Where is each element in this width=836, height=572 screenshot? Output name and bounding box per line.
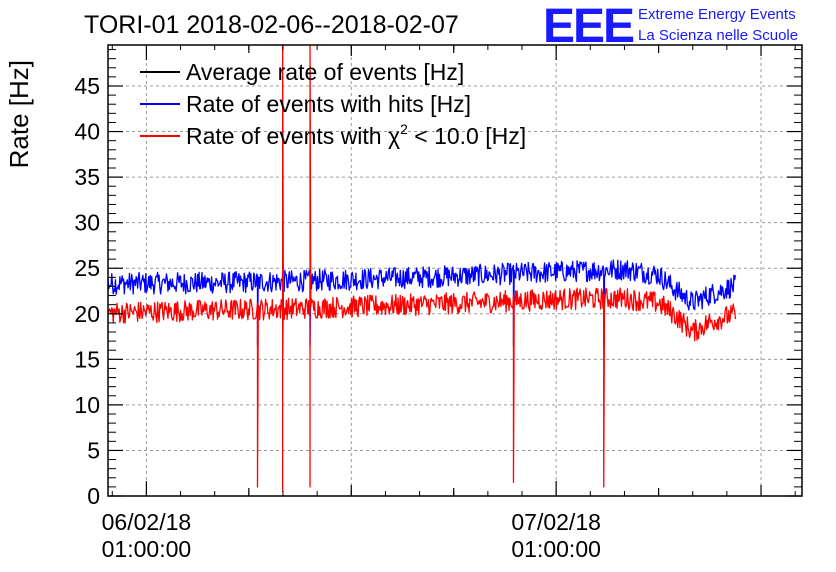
legend-chi2-symbol: χ [388, 123, 400, 149]
legend-label-average: Average rate of events [Hz] [186, 59, 464, 85]
y-tick-label: 25 [74, 255, 100, 281]
y-tick-label: 30 [74, 210, 100, 236]
legend-chi2-sup: 2 [400, 121, 408, 137]
legend-chi2-suffix: < 10.0 [Hz] [408, 123, 526, 149]
series-line-hits [108, 259, 737, 358]
y-tick-label: 15 [74, 346, 100, 372]
x-tick-label-date: 07/02/18 [511, 509, 601, 535]
axes: 05101520253035404506/02/1801:00:0007/02/… [74, 45, 802, 562]
eee-logo: EEE [543, 0, 634, 53]
series-group [108, 45, 737, 493]
y-tick-label: 0 [87, 483, 100, 509]
series-layer [108, 45, 737, 493]
y-axis-label: Rate [Hz] [4, 60, 34, 168]
y-tick-label: 5 [87, 437, 100, 463]
x-tick-label-time: 01:00:00 [102, 536, 192, 562]
legend-label-hits: Rate of events with hits [Hz] [186, 91, 471, 117]
y-tick-label: 45 [74, 73, 100, 99]
legend-label-chi2: Rate of events with χ2 < 10.0 [Hz] [186, 121, 526, 149]
brand-line-1: Extreme Energy Events [638, 6, 796, 23]
y-tick-label: 10 [74, 392, 100, 418]
legend-chi2-prefix: Rate of events with [186, 123, 388, 149]
y-tick-label: 40 [74, 119, 100, 145]
y-tick-label: 20 [74, 301, 100, 327]
series-line-chi2 [108, 45, 737, 493]
legend: Average rate of events [Hz] Rate of even… [140, 59, 526, 149]
brand-line-2: La Scienza nelle Scuole [638, 27, 798, 44]
plot-frame [107, 44, 803, 497]
x-tick-label-time: 01:00:00 [511, 536, 601, 562]
chart-title: TORI-01 2018-02-06--2018-02-07 [84, 11, 459, 39]
x-tick-label-date: 06/02/18 [102, 509, 192, 535]
y-tick-label: 35 [74, 164, 100, 190]
